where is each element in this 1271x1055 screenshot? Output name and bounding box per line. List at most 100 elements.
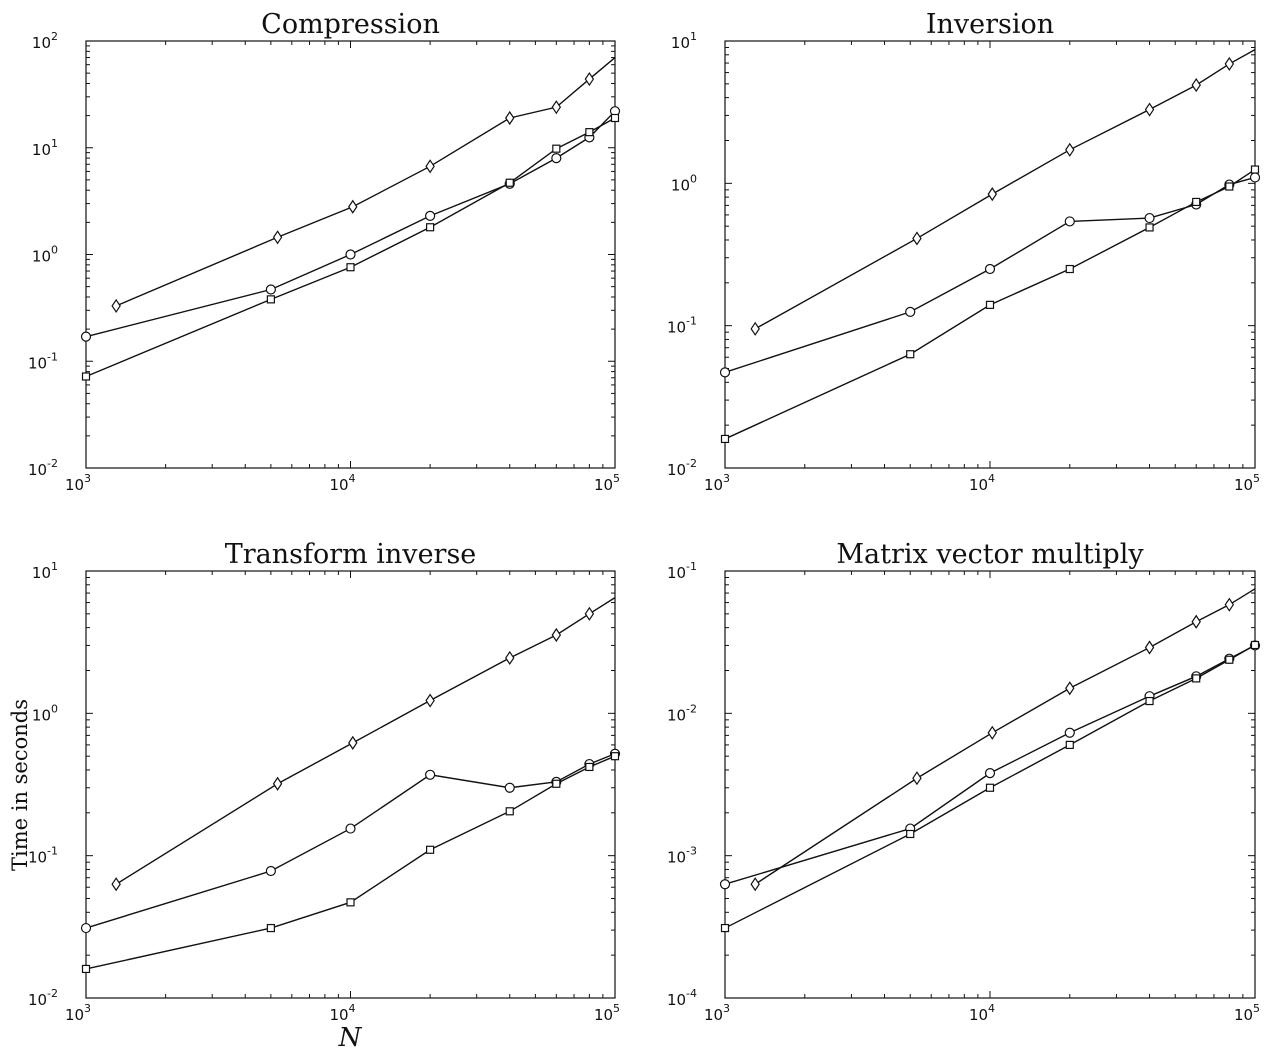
y-tick-label: 10-1 bbox=[28, 350, 58, 372]
chart-title: Transform inverse bbox=[225, 539, 477, 570]
chart-title: Compression bbox=[261, 9, 440, 40]
x-tick-label: 105 bbox=[1234, 1002, 1260, 1024]
data-point-diamond bbox=[111, 877, 121, 892]
data-point-circle bbox=[345, 823, 356, 834]
data-point-diamond bbox=[1065, 142, 1075, 157]
data-point-square bbox=[1192, 674, 1201, 683]
data-point-diamond bbox=[111, 298, 121, 313]
data-point-diamond bbox=[272, 776, 283, 791]
data-point-square bbox=[720, 434, 730, 444]
data-point-square bbox=[720, 923, 730, 933]
data-point-circle bbox=[551, 152, 562, 164]
data-point-circle bbox=[425, 769, 436, 780]
data-point-diamond bbox=[272, 230, 283, 245]
data-point-square bbox=[1250, 165, 1260, 174]
data-point-diamond bbox=[987, 725, 998, 740]
chart-title: Inversion bbox=[926, 9, 1054, 40]
y-tick-label: 10-2 bbox=[667, 702, 697, 724]
y-tick-label: 10-1 bbox=[28, 845, 58, 867]
data-point-square bbox=[552, 779, 561, 788]
data-point-diamond bbox=[912, 771, 922, 786]
data-point-circle bbox=[1064, 727, 1075, 738]
x-tick-label: 104 bbox=[329, 472, 355, 494]
y-tick-label: 100 bbox=[32, 702, 58, 724]
data-point-diamond bbox=[348, 735, 358, 750]
data-point-circle bbox=[265, 284, 276, 295]
data-point-square bbox=[610, 752, 620, 761]
data-point-diamond bbox=[1065, 681, 1075, 696]
data-point-diamond bbox=[505, 110, 515, 126]
data-point-diamond bbox=[348, 199, 358, 214]
data-point-square bbox=[1065, 740, 1074, 750]
data-point-circle bbox=[984, 263, 996, 275]
data-point-circle bbox=[80, 922, 92, 934]
data-point-circle bbox=[425, 210, 436, 221]
y-axis-label: Time in seconds bbox=[8, 699, 32, 871]
data-point-diamond bbox=[1144, 640, 1155, 655]
data-point-square bbox=[610, 113, 620, 123]
chart-panel-3: Transform inverse 103 104 105 10-2 10-1 100 101 bbox=[28, 539, 621, 1024]
data-point-circle bbox=[345, 249, 356, 260]
y-tick-label: 10-3 bbox=[667, 845, 697, 867]
data-point-diamond bbox=[987, 187, 998, 202]
data-point-square bbox=[346, 263, 355, 272]
y-tick-label: 101 bbox=[671, 30, 697, 52]
y-tick-label: 10-2 bbox=[28, 457, 58, 479]
data-point-square bbox=[1192, 197, 1201, 207]
x-tick-label: 103 bbox=[65, 472, 91, 494]
data-point-square bbox=[985, 783, 995, 792]
series-line-square bbox=[724, 168, 1256, 440]
data-point-square bbox=[346, 898, 355, 907]
data-point-circle bbox=[504, 782, 515, 793]
x-tick-label: 103 bbox=[704, 1002, 730, 1024]
data-point-diamond bbox=[1191, 614, 1201, 629]
y-tick-label: 10-2 bbox=[28, 987, 58, 1009]
data-point-diamond bbox=[750, 321, 760, 336]
data-point-square bbox=[585, 128, 594, 137]
data-point-square bbox=[1250, 640, 1260, 650]
series-line-circle bbox=[724, 176, 1256, 374]
series-line-circle bbox=[85, 753, 616, 929]
data-point-diamond bbox=[551, 627, 562, 643]
y-tick-label: 101 bbox=[32, 137, 58, 159]
series-line-square bbox=[85, 755, 616, 970]
data-point-square bbox=[585, 762, 594, 772]
data-point-diamond bbox=[1191, 78, 1201, 93]
y-tick-label: 100 bbox=[32, 244, 58, 266]
plot-frame bbox=[724, 40, 1256, 469]
data-point-square bbox=[1145, 223, 1154, 232]
chart-panel-2: Inversion 103 104 105 10-2 10-1 100 101 bbox=[667, 9, 1261, 494]
data-point-square bbox=[906, 350, 915, 359]
y-tick-label: 10-4 bbox=[667, 987, 697, 1009]
x-tick-label: 103 bbox=[65, 1002, 91, 1024]
data-point-diamond bbox=[584, 71, 595, 87]
data-point-square bbox=[426, 223, 435, 232]
data-point-square bbox=[1065, 264, 1074, 274]
data-point-square bbox=[552, 144, 561, 153]
data-point-diamond bbox=[425, 693, 435, 708]
data-point-square bbox=[426, 845, 435, 854]
y-tick-label: 100 bbox=[671, 172, 697, 194]
chart-title: Matrix vector multiply bbox=[836, 539, 1144, 570]
data-point-square bbox=[266, 295, 275, 304]
series-line-diamond bbox=[754, 588, 1256, 885]
data-point-square bbox=[1225, 182, 1234, 191]
series-line-diamond bbox=[115, 56, 616, 307]
x-tick-label: 105 bbox=[1234, 472, 1260, 494]
data-point-diamond bbox=[1224, 597, 1235, 612]
data-point-square bbox=[81, 372, 91, 381]
data-point-diamond bbox=[1144, 102, 1155, 117]
data-point-circle bbox=[905, 306, 916, 317]
series-line-square bbox=[724, 644, 1256, 929]
data-point-diamond bbox=[1224, 56, 1235, 72]
data-point-diamond bbox=[584, 606, 595, 621]
data-point-square bbox=[1225, 655, 1234, 664]
data-point-circle bbox=[719, 367, 731, 378]
data-point-square bbox=[81, 964, 91, 974]
data-point-square bbox=[1145, 696, 1154, 706]
data-point-circle bbox=[719, 879, 731, 890]
y-tick-label: 10-1 bbox=[667, 560, 697, 582]
data-point-square bbox=[266, 923, 275, 933]
data-point-square bbox=[985, 300, 995, 309]
data-point-square bbox=[505, 178, 514, 187]
